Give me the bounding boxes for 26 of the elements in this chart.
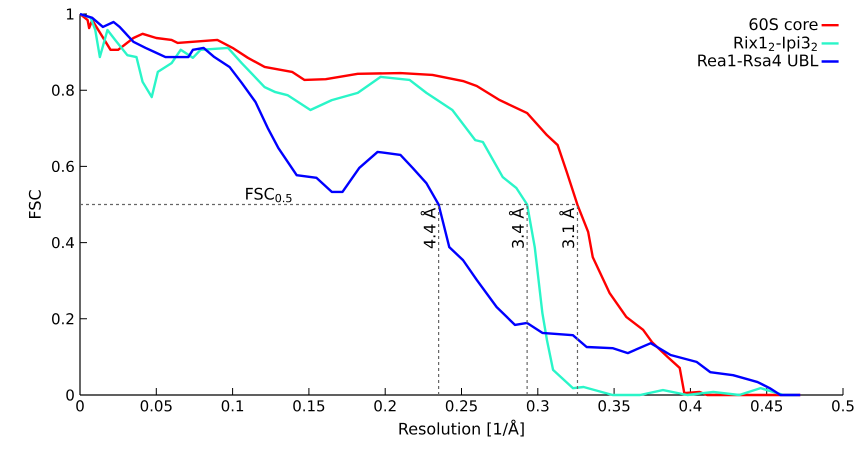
y-axis-title: FSC — [28, 190, 41, 218]
legend-label: Rea1-Rsa4 UBL — [698, 54, 818, 66]
x-tick-label: 0.2 — [374, 400, 396, 412]
ref-line-label: 4.4 Å — [420, 208, 436, 248]
y-tick-label: 0.4 — [52, 236, 74, 248]
y-tick-label: 0.6 — [52, 160, 74, 172]
ref-line-label: 3.1 Å — [559, 208, 574, 248]
y-tick-label: 0 — [66, 389, 74, 401]
x-axis-title: Resolution [1/Å] — [399, 420, 524, 437]
x-tick-label: 0.35 — [598, 400, 630, 412]
legend-label: 60S core — [750, 18, 818, 30]
x-tick-label: 0.1 — [222, 400, 244, 412]
x-tick-label: 0.4 — [680, 400, 702, 412]
ref-line-label: 3.4 Å — [508, 208, 524, 248]
y-tick-label: 1 — [66, 8, 74, 20]
x-tick-label: 0.45 — [751, 400, 782, 412]
y-tick-label: 0.2 — [52, 313, 74, 324]
x-tick-label: 0.25 — [446, 400, 477, 412]
x-tick-label: 0.3 — [526, 400, 548, 412]
x-tick-label: 0.5 — [832, 400, 854, 412]
x-tick-label: 0.15 — [293, 400, 324, 412]
ref-line-label: FSC$_{0.5}$ — [246, 188, 292, 202]
x-tick-label: 0.05 — [140, 400, 172, 412]
x-tick-label: 0 — [76, 400, 84, 412]
legend-label: Rix1$_{2}$-Ipi3$_{2}$ — [734, 36, 817, 52]
y-tick-label: 0.8 — [52, 84, 74, 96]
